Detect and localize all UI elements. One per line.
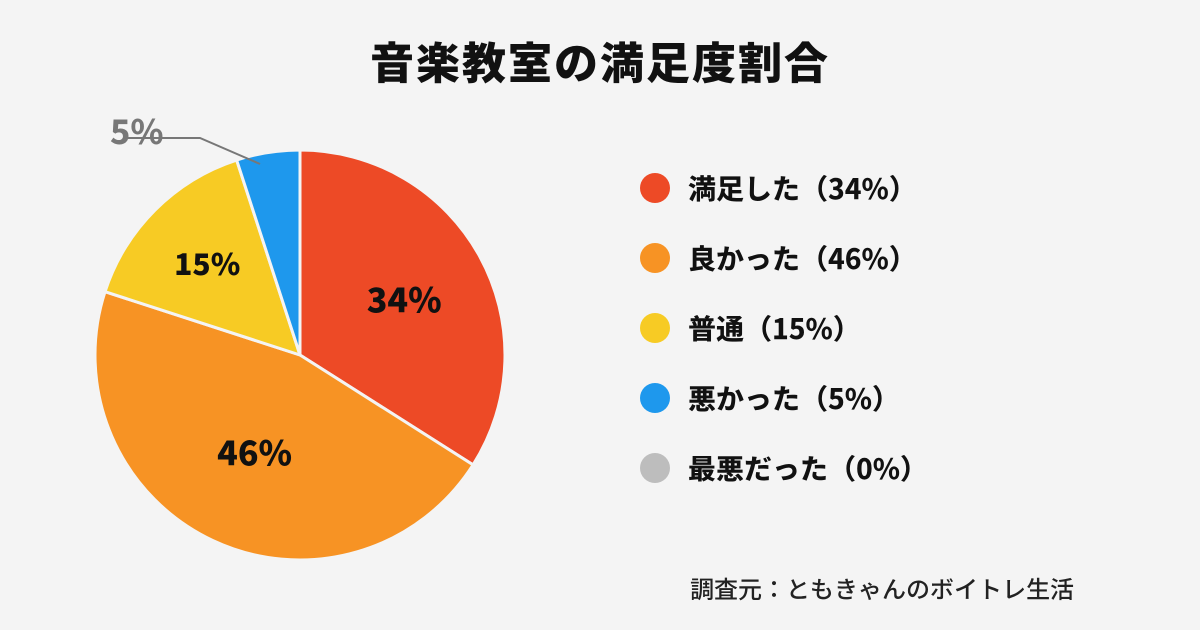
slice-label: 46% <box>217 427 292 476</box>
legend-label: 悪かった（5%） <box>688 378 900 418</box>
legend-dot <box>640 313 670 343</box>
callout-label: 5% <box>110 105 163 154</box>
legend-item: 良かった（46%） <box>640 238 928 278</box>
legend-dot <box>640 173 670 203</box>
legend-label: 普通（15%） <box>688 308 861 348</box>
legend: 満足した（34%） 良かった（46%） 普通（15%） 悪かった（5%） 最悪だった（0… <box>640 168 928 488</box>
legend-item: 悪かった（5%） <box>640 378 928 418</box>
legend-dot <box>640 453 670 483</box>
pie-svg <box>75 130 525 580</box>
slice-label: 34% <box>367 273 442 322</box>
source-text: 調査元：ともきゃんのボイトレ生活 <box>690 570 1074 605</box>
chart-title: 音楽教室の満足度割合 <box>0 28 1200 92</box>
legend-label: 最悪だった（0%） <box>688 448 928 488</box>
legend-label: 満足した（34%） <box>688 168 917 208</box>
legend-item: 満足した（34%） <box>640 168 928 208</box>
legend-label: 良かった（46%） <box>688 238 917 278</box>
legend-item: 最悪だった（0%） <box>640 448 928 488</box>
legend-dot <box>640 383 670 413</box>
legend-dot <box>640 243 670 273</box>
slice-label: 15% <box>174 240 240 284</box>
legend-item: 普通（15%） <box>640 308 928 348</box>
pie-chart: 34% 46% 15% <box>75 130 525 580</box>
